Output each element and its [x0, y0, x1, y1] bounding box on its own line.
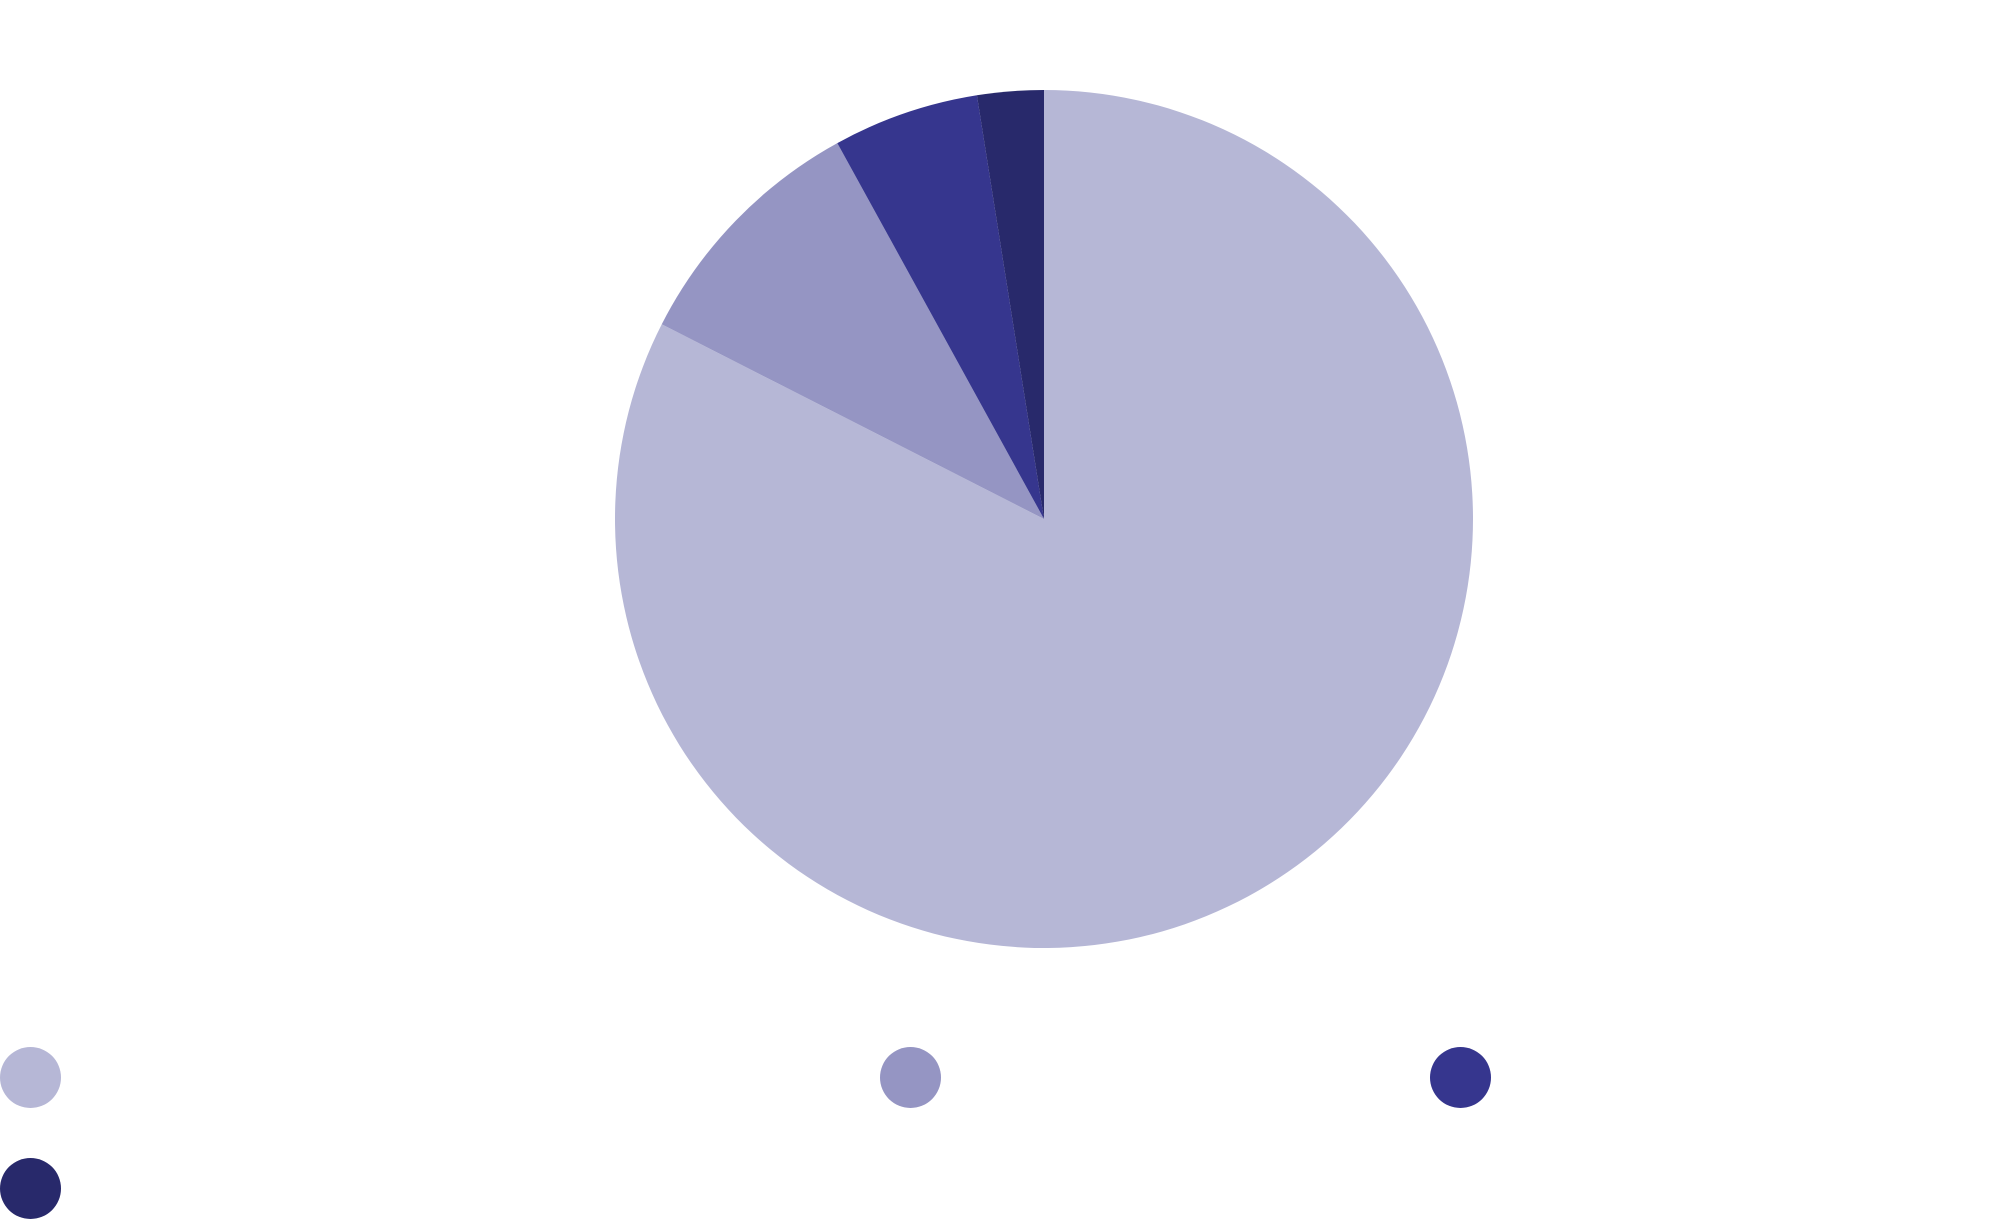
pie-slice-4 [976, 90, 1044, 519]
legend-marker-1 [0, 1047, 61, 1108]
pie-slice-2 [661, 143, 1044, 519]
legend-marker-3 [1430, 1047, 1491, 1108]
legend-marker-2 [880, 1047, 941, 1108]
pie-slice-3 [837, 95, 1044, 519]
pie-slice-1 [614, 90, 1473, 949]
legend-marker-4 [0, 1158, 61, 1219]
